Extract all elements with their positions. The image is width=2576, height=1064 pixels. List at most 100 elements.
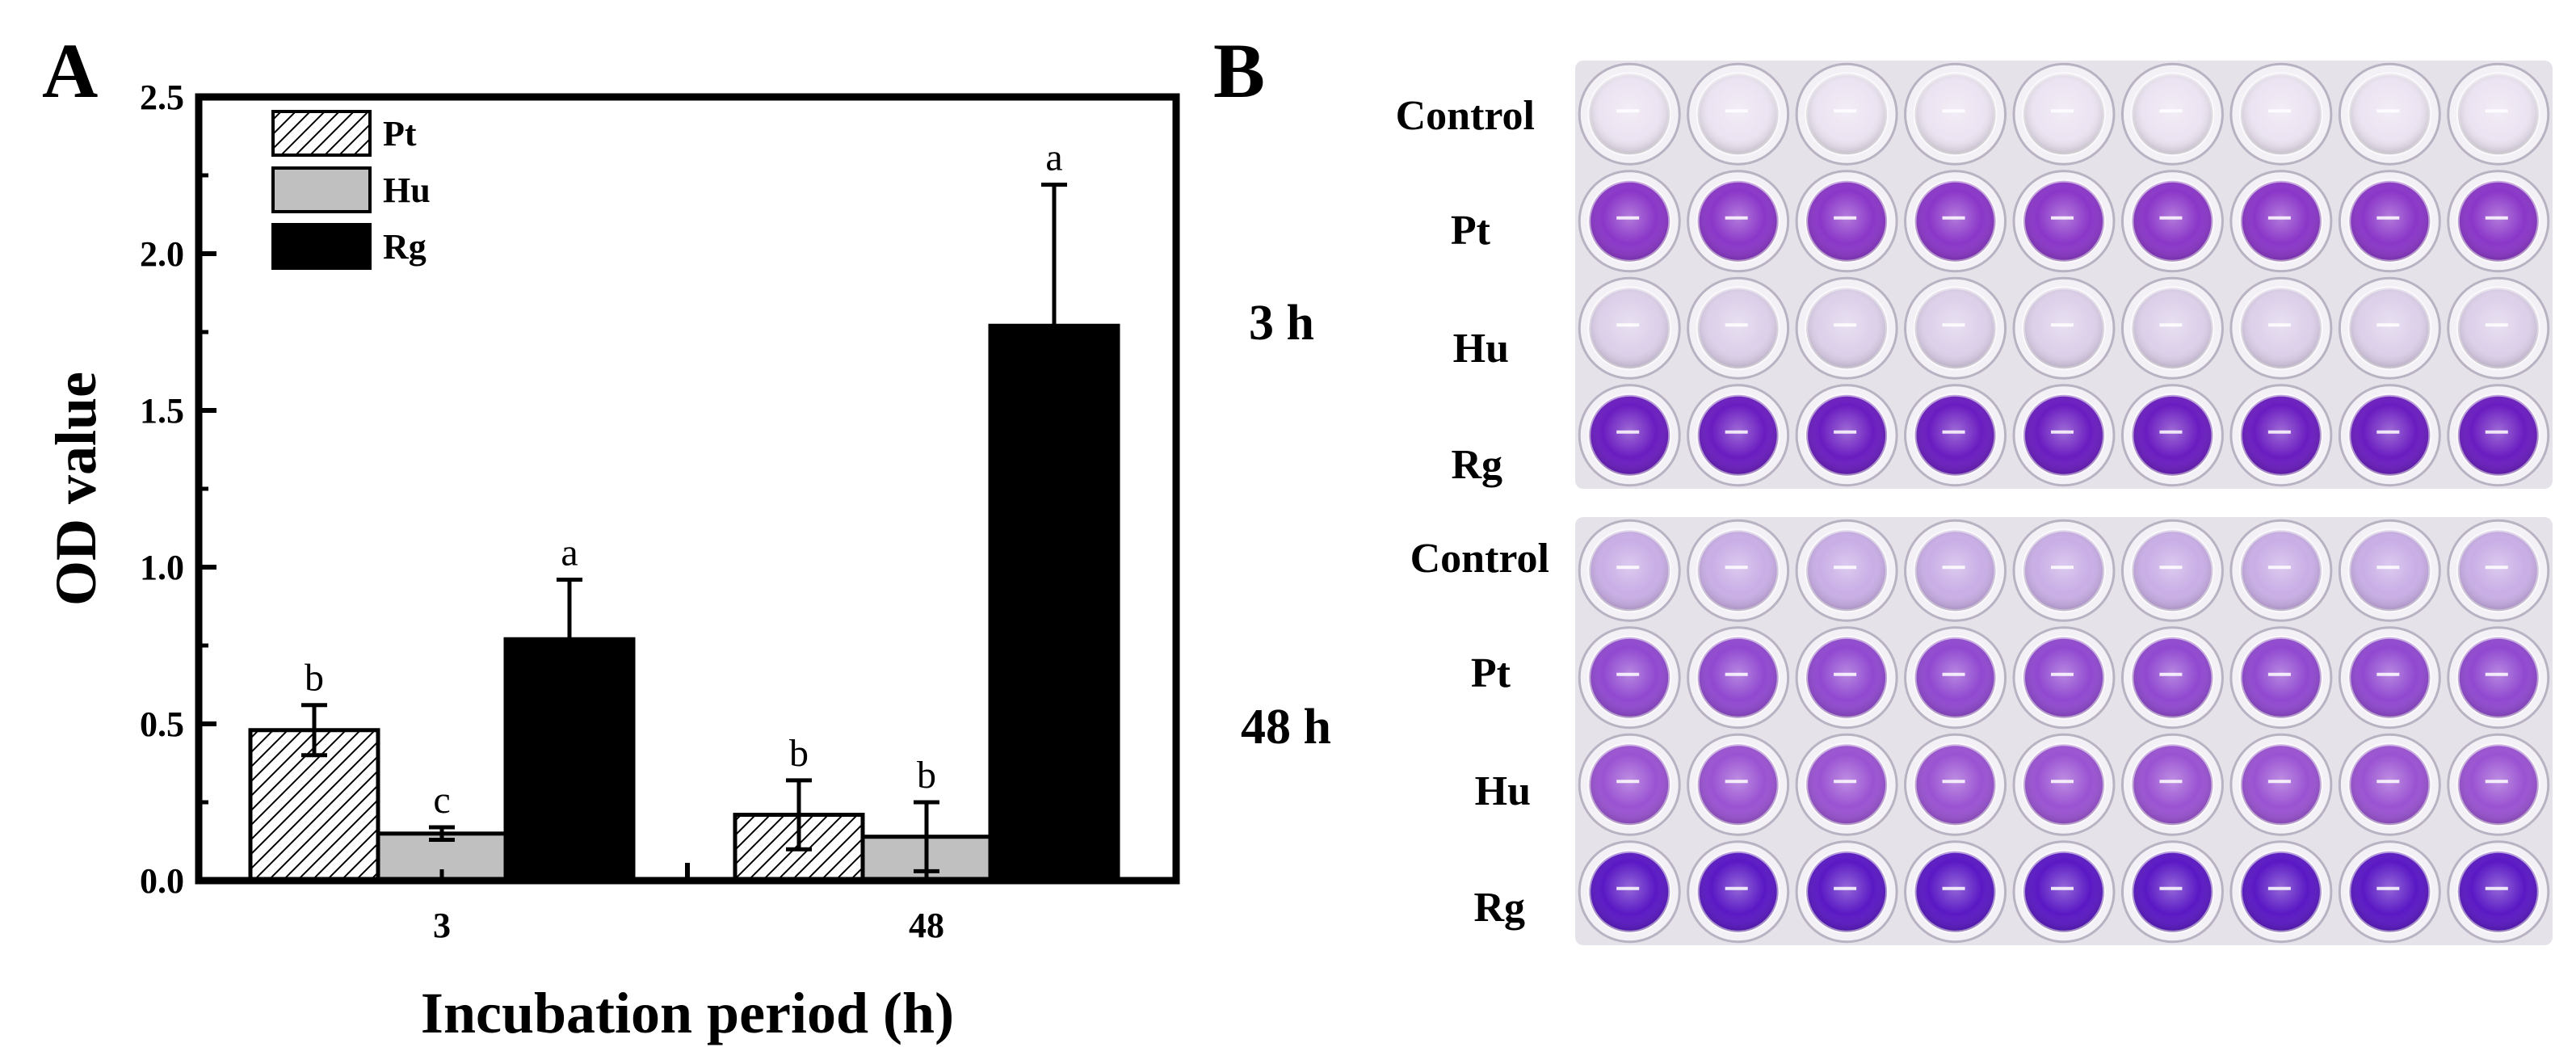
row-label-hu-3h: Hu — [1453, 326, 1509, 372]
well-highlight — [2051, 672, 2074, 676]
well-shading — [1806, 851, 1888, 932]
time-label-3h: 3 h — [1249, 296, 1314, 351]
x-axis-ticks: 3 48 — [433, 863, 944, 945]
well-highlight — [2376, 886, 2400, 890]
well-highlight — [2051, 323, 2074, 327]
well-shading — [1697, 74, 1779, 155]
plate-background — [1575, 517, 2553, 945]
legend-label-rg: Rg — [383, 227, 427, 267]
well-highlight — [1725, 109, 1748, 113]
well-shading — [1914, 851, 1996, 932]
well-shading — [2457, 394, 2539, 476]
well-highlight — [2051, 216, 2074, 220]
well-highlight — [2267, 109, 2291, 113]
well-shading — [2457, 288, 2539, 369]
well-highlight — [2159, 216, 2183, 220]
well-highlight — [2159, 430, 2183, 434]
well-highlight — [2485, 216, 2508, 220]
well-highlight — [2376, 430, 2400, 434]
well-shading — [1589, 530, 1670, 612]
legend-swatch-rg — [271, 223, 372, 270]
well-highlight — [1942, 430, 1965, 434]
well-shading — [1589, 288, 1670, 369]
y-tick-label: 0.5 — [140, 704, 184, 744]
well-highlight — [2485, 109, 2508, 113]
well-highlight — [1616, 672, 1640, 676]
well-shading — [2240, 637, 2322, 718]
well-highlight — [2267, 886, 2291, 890]
well-highlight — [1942, 216, 1965, 220]
bars — [248, 323, 1120, 883]
well-highlight — [1725, 672, 1748, 676]
well-shading — [1914, 394, 1996, 476]
well-highlight — [1616, 109, 1640, 113]
well-highlight — [1834, 323, 1857, 327]
well-shading — [1697, 851, 1779, 932]
well-shading — [2349, 74, 2431, 155]
well-shading — [2240, 288, 2322, 369]
well-highlight — [1725, 566, 1748, 570]
well-shading — [2132, 394, 2213, 476]
well-shading — [1806, 74, 1888, 155]
well-shading — [1914, 180, 1996, 262]
well-shading — [2349, 851, 2431, 932]
well-highlight — [1616, 886, 1640, 890]
well-shading — [2023, 180, 2104, 262]
well-highlight — [2485, 430, 2508, 434]
legend-swatch-pt — [271, 110, 372, 157]
well-highlight — [1725, 780, 1748, 784]
well-shading — [2023, 394, 2104, 476]
well-highlight — [2267, 672, 2291, 676]
well-shading — [2132, 851, 2213, 932]
well-shading — [1914, 288, 1996, 369]
well-highlight — [2485, 886, 2508, 890]
well-shading — [1806, 637, 1888, 718]
well-shading — [1697, 288, 1779, 369]
well-highlight — [2376, 109, 2400, 113]
y-tick-label: 0.0 — [140, 861, 184, 901]
well-highlight — [2376, 216, 2400, 220]
well-highlight — [2051, 430, 2074, 434]
significance-letter: a — [1045, 137, 1062, 179]
well-highlight — [1942, 566, 1965, 570]
well-shading — [1806, 180, 1888, 262]
well-shading — [1914, 74, 1996, 155]
well-highlight — [2376, 672, 2400, 676]
well-shading — [1589, 637, 1670, 718]
well-highlight — [1942, 780, 1965, 784]
well-highlight — [2267, 323, 2291, 327]
well-shading — [2349, 637, 2431, 718]
well-shading — [2240, 74, 2322, 155]
well-highlight — [2267, 216, 2291, 220]
well-highlight — [2051, 566, 2074, 570]
well-highlight — [1942, 886, 1965, 890]
well-highlight — [1616, 323, 1640, 327]
well-highlight — [1834, 672, 1857, 676]
well-shading — [1806, 744, 1888, 826]
x-axis-title: Incubation period (h) — [421, 981, 954, 1045]
well-highlight — [2485, 672, 2508, 676]
y-tick-label: 2.0 — [140, 234, 184, 274]
well-highlight — [1942, 323, 1965, 327]
well-highlight — [1616, 216, 1640, 220]
well-shading — [2457, 530, 2539, 612]
well-shading — [1697, 180, 1779, 262]
well-highlight — [1834, 566, 1857, 570]
y-axis-title: OD value — [44, 372, 108, 606]
well-highlight — [2267, 566, 2291, 570]
well-shading — [1589, 851, 1670, 932]
well-highlight — [1942, 109, 1965, 113]
well-shading — [1806, 530, 1888, 612]
x-tick-label: 3 — [433, 906, 451, 945]
significance-letter: c — [433, 779, 450, 822]
well-shading — [1589, 394, 1670, 476]
y-tick-label: 2.5 — [140, 78, 184, 117]
row-label-hu-48h: Hu — [1475, 768, 1531, 814]
well-shading — [1697, 530, 1779, 612]
y-axis-ticks: 0.0 0.5 1.0 1.5 2.0 2.5 — [140, 78, 216, 901]
row-label-control-48h: Control — [1410, 536, 1549, 582]
well-shading — [2457, 180, 2539, 262]
well-shading — [2023, 851, 2104, 932]
row-label-rg-3h: Rg — [1451, 442, 1502, 488]
well-highlight — [2376, 566, 2400, 570]
